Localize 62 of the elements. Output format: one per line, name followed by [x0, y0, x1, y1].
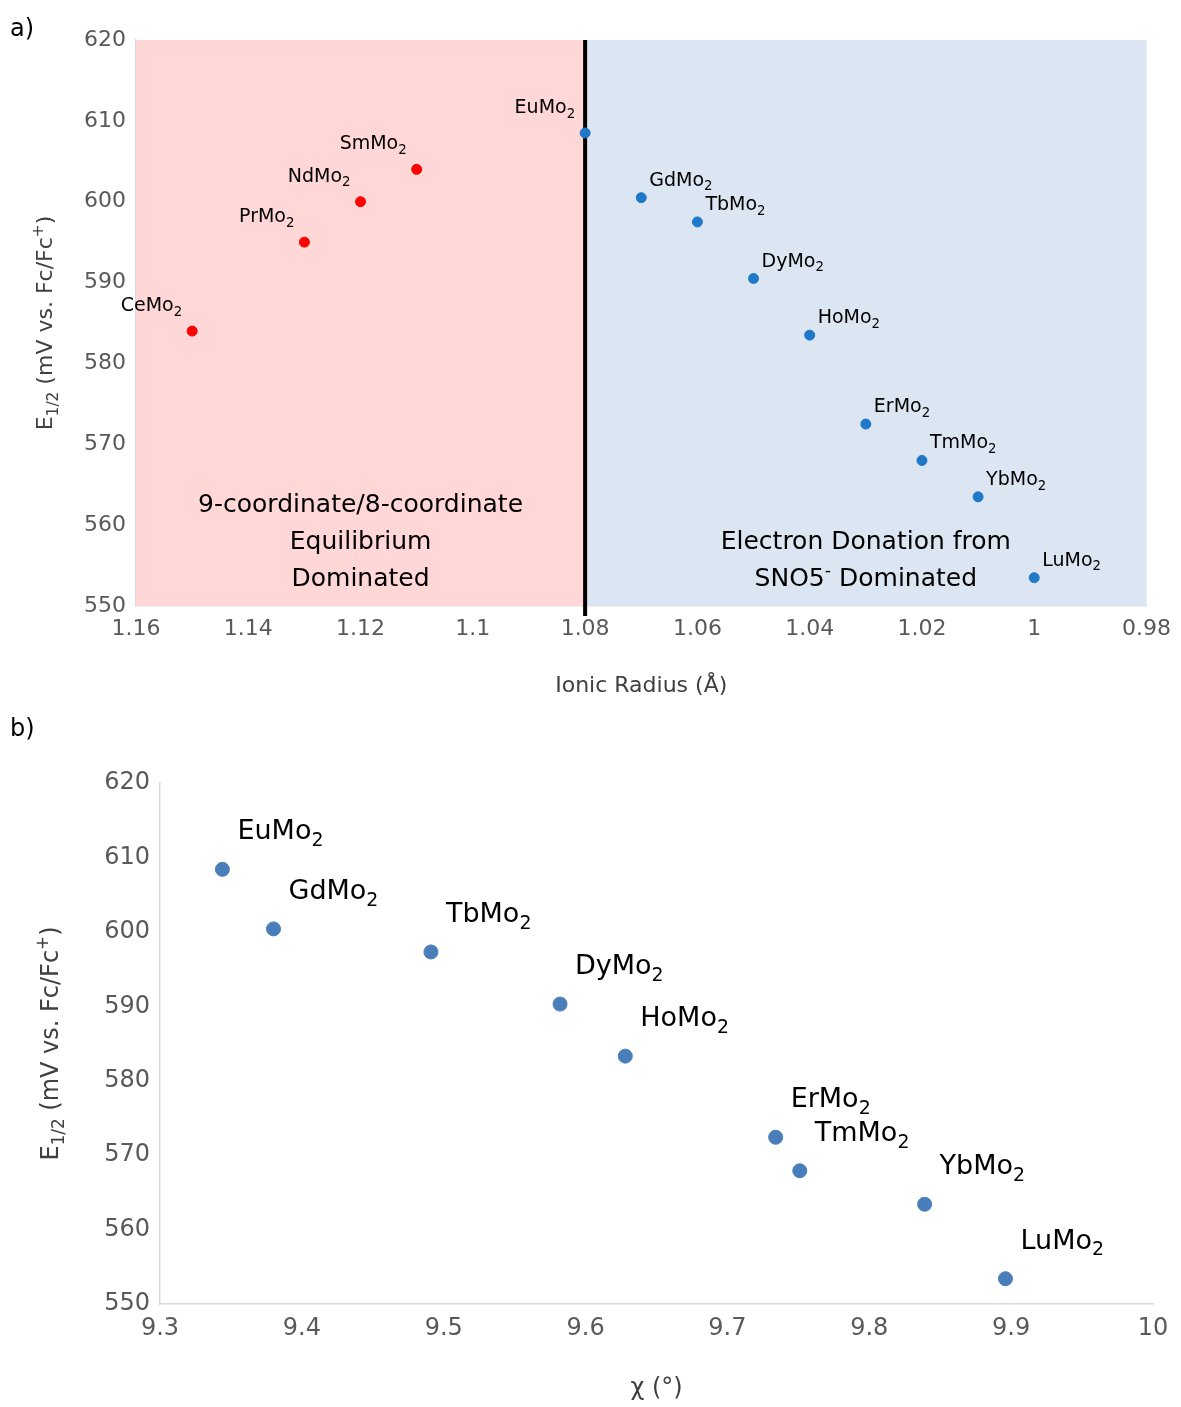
point — [860, 418, 872, 430]
y-tick-label: 600 — [104, 916, 150, 945]
y-tick-label: 570 — [104, 1139, 150, 1168]
y-tick-label: 620 — [104, 767, 150, 796]
band-label: 9-coordinate/8-coordinate Equilibrium Dominated — [198, 489, 524, 592]
point — [1028, 572, 1040, 584]
y-tick-label: 610 — [84, 106, 126, 132]
x-tick-label: 1.16 — [111, 614, 161, 640]
point — [186, 325, 198, 337]
x-tick-label: 9.8 — [850, 1312, 889, 1341]
y-tick-label: 620 — [84, 25, 126, 51]
y-tick-label: 560 — [84, 510, 126, 536]
y-tick-label: 580 — [84, 349, 126, 375]
x-tick-label: 1.1 — [455, 614, 491, 640]
x-tick-label: 10 — [1137, 1312, 1169, 1341]
band-label: Electron Donation from SNO5- Dominated — [720, 526, 1011, 592]
y-tick-label: 610 — [104, 841, 150, 870]
y-axis-title: E1/2 (mV vs. Fc/Fc+) — [29, 215, 62, 431]
y-tick-label: 580 — [104, 1064, 150, 1093]
point — [916, 454, 928, 466]
x-tick-label: 1.12 — [336, 614, 386, 640]
y-tick-label: 600 — [84, 187, 126, 213]
point — [411, 163, 423, 175]
point — [768, 1129, 784, 1145]
point — [579, 127, 591, 139]
point — [748, 273, 760, 285]
point — [635, 192, 647, 204]
point — [265, 921, 281, 937]
y-axis-title: E1/2 (mV vs. Fc/Fc+) — [32, 926, 68, 1161]
x-tick-label: 1.14 — [223, 614, 273, 640]
point — [691, 216, 703, 228]
point — [552, 996, 568, 1012]
x-tick-label: 1.04 — [785, 614, 835, 640]
point — [298, 236, 310, 248]
x-tick-label: 1.08 — [560, 614, 610, 640]
y-tick-label: 560 — [104, 1213, 150, 1242]
point — [917, 1196, 933, 1212]
point — [423, 944, 439, 960]
x-tick-label: 9.7 — [708, 1312, 747, 1341]
x-tick-label: 9.4 — [282, 1312, 321, 1341]
x-tick-label: 1 — [1027, 614, 1042, 640]
x-tick-label: 0.98 — [1122, 614, 1171, 640]
x-axis-title: Ionic Radius (Å) — [555, 671, 728, 697]
x-tick-label: 1.06 — [672, 614, 722, 640]
point — [972, 491, 984, 503]
point — [617, 1048, 633, 1064]
x-axis-title: χ (°) — [630, 1373, 683, 1401]
chart-title: b) — [10, 714, 35, 742]
point — [804, 329, 816, 341]
point — [997, 1271, 1013, 1287]
y-tick-label: 590 — [104, 990, 150, 1019]
x-tick-label: 1.02 — [897, 614, 947, 640]
y-tick-label: 550 — [84, 591, 126, 617]
x-tick-label: 9.6 — [566, 1312, 605, 1341]
point — [792, 1163, 808, 1179]
point — [355, 196, 367, 208]
y-tick-label: 570 — [84, 430, 126, 455]
x-tick-label: 9.5 — [424, 1312, 463, 1341]
point — [214, 861, 230, 877]
y-tick-label: 590 — [84, 268, 126, 294]
x-tick-label: 9.9 — [992, 1312, 1031, 1341]
chart-title: a) — [10, 14, 35, 42]
